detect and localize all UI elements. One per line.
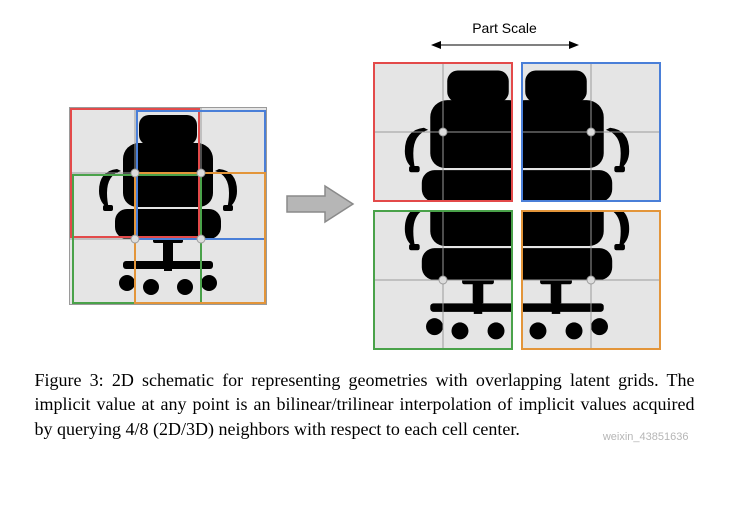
caption-text: 2D schematic for representing geometries… [35,370,695,439]
watermark-text: weixin_43851636 [603,430,689,445]
diagram-row [69,62,661,350]
part-scale-label: Part Scale [472,20,537,36]
right-cluster [373,62,661,350]
caption-label: Figure 3: [35,370,104,390]
figure-container: Part Scale [20,20,709,441]
left-grid [69,107,267,305]
patch-tr [521,62,661,202]
arrow-icon [285,182,355,231]
patch-tl [373,62,513,202]
patch-br [521,210,661,350]
part-scale-arrow [431,38,579,56]
patch-bl [373,210,513,350]
figure-caption: Figure 3: 2D schematic for representing … [35,368,695,441]
left-grid-svg [69,107,267,305]
